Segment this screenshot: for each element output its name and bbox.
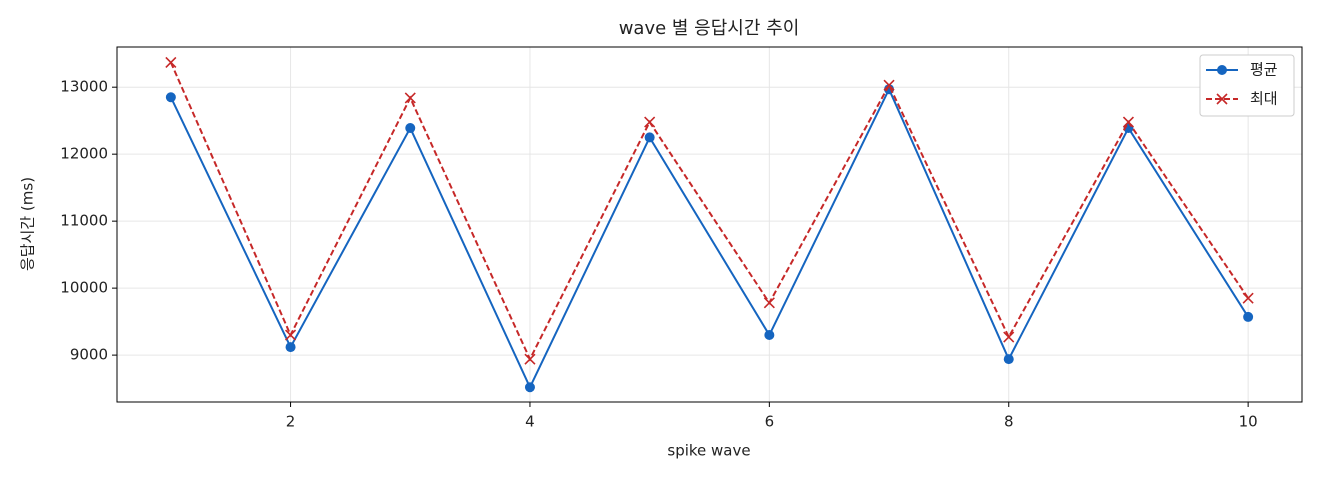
- data-point: [524, 353, 536, 365]
- y-tick-label: 11000: [60, 212, 108, 230]
- legend-label: 평균: [1250, 61, 1278, 79]
- series-line: [169, 62, 1249, 362]
- y-tick-label: 13000: [60, 78, 108, 96]
- data-point: [644, 132, 655, 143]
- data-point: [285, 342, 296, 353]
- data-point: [1242, 292, 1254, 304]
- y-axis-label: 응답시간 (ms): [19, 177, 37, 271]
- data-point: [644, 116, 656, 128]
- data-point: [165, 56, 177, 68]
- y-tick-label: 10000: [60, 279, 108, 297]
- y-tick-label: 12000: [60, 145, 108, 163]
- data-point: [405, 123, 416, 134]
- data-point: [524, 382, 535, 393]
- data-point: [1003, 331, 1015, 343]
- x-tick-label: 4: [525, 413, 535, 431]
- x-tick-label: 2: [286, 413, 296, 431]
- data-point: [404, 92, 416, 104]
- data-point: [1122, 116, 1135, 128]
- x-tick-label: 10: [1239, 413, 1258, 431]
- legend-box: [1199, 54, 1295, 117]
- plot-frame: [116, 46, 1303, 403]
- data-point: [883, 79, 895, 91]
- x-tick-label: 8: [1004, 413, 1014, 431]
- data-point: [1243, 311, 1254, 322]
- x-axis-label: spike wave: [667, 442, 750, 460]
- x-tick-label: 6: [765, 413, 775, 431]
- y-tick-label: 9000: [70, 346, 108, 364]
- legend-marker: [1217, 65, 1227, 75]
- data-point: [165, 92, 176, 103]
- data-point: [763, 297, 775, 309]
- legend-marker: [1216, 93, 1228, 105]
- series-line: [169, 86, 1249, 390]
- data-point: [764, 330, 775, 341]
- data-point: [284, 329, 297, 341]
- chart-title: wave 별 응답시간 추이: [619, 18, 800, 39]
- data-point: [1003, 354, 1014, 365]
- legend-label: 최대: [1250, 90, 1278, 108]
